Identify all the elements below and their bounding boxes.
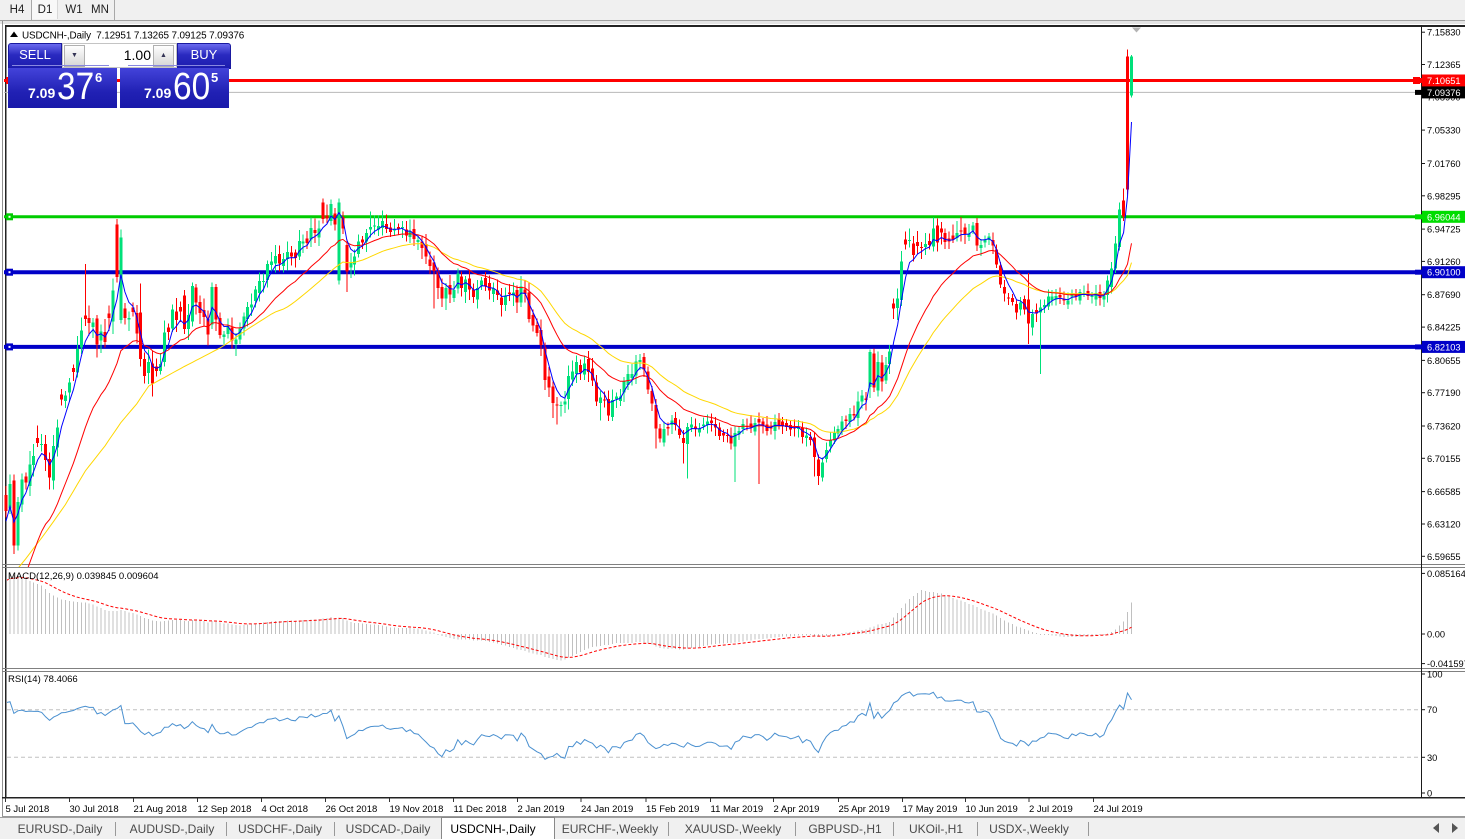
svg-text:6.66585: 6.66585	[1427, 487, 1461, 497]
svg-text:70: 70	[1427, 705, 1437, 715]
svg-text:25 Apr 2019: 25 Apr 2019	[839, 804, 890, 815]
svg-text:6.90100: 6.90100	[1427, 268, 1461, 278]
svg-text:7.10651: 7.10651	[1427, 76, 1461, 86]
svg-text:24 Jan 2019: 24 Jan 2019	[581, 804, 633, 815]
svg-text:6.73620: 6.73620	[1427, 422, 1461, 432]
svg-text:12 Sep 2018: 12 Sep 2018	[198, 804, 252, 815]
svg-text:26 Oct 2018: 26 Oct 2018	[326, 804, 378, 815]
svg-text:6.87690: 6.87690	[1427, 290, 1461, 300]
svg-text:7.12365: 7.12365	[1427, 60, 1461, 70]
svg-text:RSI(14) 78.4066: RSI(14) 78.4066	[8, 674, 78, 685]
svg-text:6.59655: 6.59655	[1427, 552, 1461, 562]
svg-text:2 Jan 2019: 2 Jan 2019	[518, 804, 565, 815]
svg-text:19 Nov 2018: 19 Nov 2018	[390, 804, 444, 815]
svg-text:10 Jun 2019: 10 Jun 2019	[966, 804, 1018, 815]
svg-text:6.80655: 6.80655	[1427, 356, 1461, 366]
svg-text:6.70155: 6.70155	[1427, 454, 1461, 464]
svg-text:2 Jul 2019: 2 Jul 2019	[1029, 804, 1073, 815]
svg-text:6.94725: 6.94725	[1427, 225, 1461, 235]
svg-text:-0.041597: -0.041597	[1427, 659, 1465, 669]
svg-text:0.085164: 0.085164	[1427, 569, 1465, 579]
svg-text:6.98295: 6.98295	[1427, 191, 1461, 201]
svg-text:17 May 2019: 17 May 2019	[903, 804, 958, 815]
svg-text:USDCNH-,Daily 7.12951 7.13265: USDCNH-,Daily 7.12951 7.13265 7.09125 7.…	[22, 31, 245, 42]
svg-text:30 Jul 2018: 30 Jul 2018	[70, 804, 119, 815]
svg-text:2 Apr 2019: 2 Apr 2019	[774, 804, 820, 815]
svg-text:6.82103: 6.82103	[1427, 342, 1461, 352]
svg-text:7.01760: 7.01760	[1427, 159, 1461, 169]
svg-text:11 Mar 2019: 11 Mar 2019	[711, 804, 764, 815]
svg-text:7.09376: 7.09376	[1427, 88, 1461, 98]
svg-text:7.15830: 7.15830	[1427, 28, 1461, 38]
svg-text:4 Oct 2018: 4 Oct 2018	[262, 804, 308, 815]
svg-text:30: 30	[1427, 753, 1437, 763]
svg-text:6.96044: 6.96044	[1427, 212, 1461, 222]
svg-text:7.05330: 7.05330	[1427, 126, 1461, 136]
svg-text:6.84225: 6.84225	[1427, 323, 1461, 333]
svg-text:21 Aug 2018: 21 Aug 2018	[134, 804, 187, 815]
svg-text:100: 100	[1427, 670, 1443, 680]
svg-text:6.77190: 6.77190	[1427, 388, 1461, 398]
svg-text:6.63120: 6.63120	[1427, 520, 1461, 530]
svg-text:15 Feb 2019: 15 Feb 2019	[646, 804, 699, 815]
svg-text:24 Jul 2019: 24 Jul 2019	[1094, 804, 1143, 815]
svg-text:5 Jul 2018: 5 Jul 2018	[6, 804, 50, 815]
svg-text:0.00: 0.00	[1427, 630, 1445, 640]
svg-text:6.91260: 6.91260	[1427, 257, 1461, 267]
svg-text:11 Dec 2018: 11 Dec 2018	[454, 804, 507, 815]
svg-text:0: 0	[1427, 789, 1432, 799]
svg-text:MACD(12,26,9) 0.039845 0.00960: MACD(12,26,9) 0.039845 0.009604	[8, 571, 159, 582]
